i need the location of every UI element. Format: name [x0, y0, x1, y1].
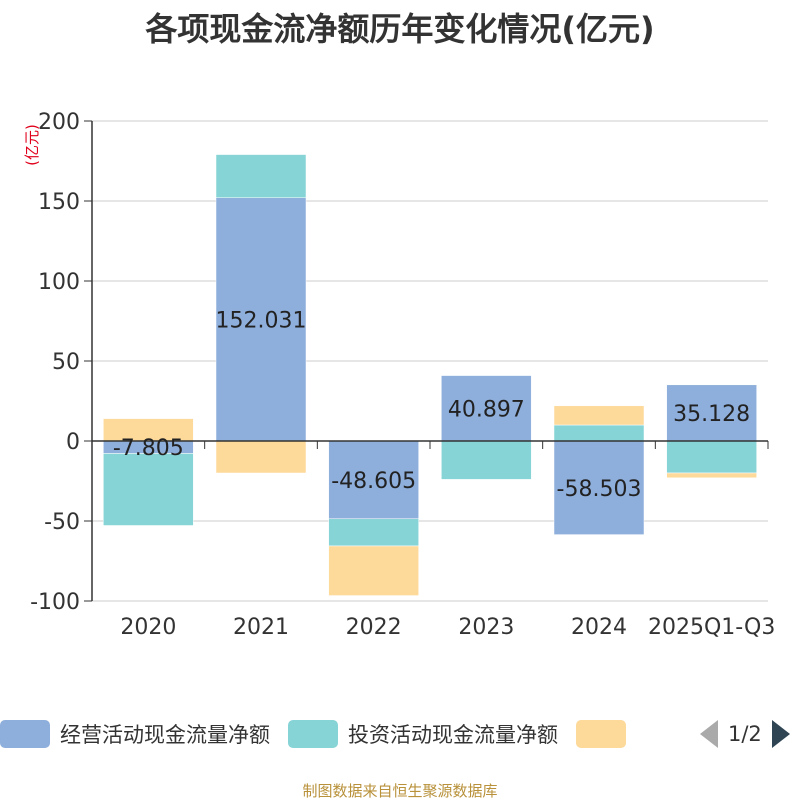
bar-series1-2[interactable] — [328, 518, 419, 547]
data-source-note: 制图数据来自恒生聚源数据库 — [302, 782, 498, 800]
y-tick-label: -100 — [30, 590, 80, 615]
legend-prev-icon[interactable] — [700, 720, 718, 748]
legend-item-financing[interactable] — [576, 720, 636, 748]
chart-title: 各项现金流净额历年变化情况(亿元) — [145, 10, 655, 48]
bar-series1-1[interactable] — [215, 154, 307, 199]
y-tick-label: 0 — [66, 430, 80, 455]
legend-label-operating: 经营活动现金流量净额 — [60, 723, 270, 747]
y-tick-label: 100 — [38, 270, 80, 295]
bar-value-label: 40.897 — [448, 397, 525, 422]
bar-series2-2[interactable] — [328, 545, 419, 596]
legend-swatch-operating — [0, 720, 50, 748]
legend-label-investing: 投资活动现金流量净额 — [348, 723, 558, 747]
legend-pager: 1/2 — [700, 716, 790, 752]
grid-lines — [92, 120, 768, 602]
x-tick-label: 2020 — [120, 615, 176, 640]
x-tick-label: 2021 — [233, 615, 289, 640]
x-tick-label: 2024 — [571, 615, 627, 640]
bars — [103, 154, 757, 596]
axes: 200 150 100 50 0 -50 -100 2020 2021 2022 2023 2024 2… — [30, 110, 775, 640]
legend-item-investing[interactable]: 投资活动现金流量净额 — [288, 719, 558, 749]
legend-next-icon[interactable] — [771, 720, 790, 748]
legend-swatch-financing — [576, 720, 626, 748]
bar-value-label: 152.031 — [216, 308, 307, 333]
bar-series1-0[interactable] — [103, 453, 194, 526]
y-tick-label: 50 — [52, 350, 80, 375]
x-tick-label: 2022 — [346, 615, 402, 640]
y-tick-label: -50 — [44, 510, 80, 535]
bar-series0-5[interactable] — [666, 384, 757, 442]
y-tick-label: 150 — [38, 190, 80, 215]
bar-value-label: -48.605 — [331, 469, 416, 494]
bar-value-label: -7.805 — [113, 436, 184, 461]
legend-swatch-investing — [288, 720, 338, 748]
bar-series2-5[interactable] — [666, 472, 757, 479]
bar-series0-4[interactable] — [553, 440, 645, 535]
bar-value-label: -58.503 — [557, 477, 642, 502]
bar-series1-3[interactable] — [441, 440, 532, 480]
bar-series2-1[interactable] — [215, 440, 307, 474]
bar-series2-4[interactable] — [553, 405, 645, 426]
bar-value-label: 35.128 — [673, 402, 750, 427]
legend-page-indicator: 1/2 — [728, 722, 762, 746]
legend-item-operating[interactable]: 经营活动现金流量净额 — [0, 719, 270, 749]
x-tick-label: 2023 — [458, 615, 514, 640]
y-axis-label: (亿元) — [23, 124, 41, 166]
x-tick-label: 2025Q1-Q3 — [648, 615, 775, 640]
bar-series1-5[interactable] — [666, 440, 757, 474]
legend: 经营活动现金流量净额 投资活动现金流量净额 — [0, 716, 654, 752]
bar-series1-4[interactable] — [553, 424, 645, 442]
y-tick-label: 200 — [38, 110, 80, 135]
data-labels: -7.805 152.031 -48.605 40.897 -58.503 35.128 — [113, 308, 750, 501]
chart-plot: 200 150 100 50 0 -50 -100 2020 2021 2022 2023 2024 2… — [23, 110, 775, 640]
bar-series0-1[interactable] — [215, 197, 307, 442]
